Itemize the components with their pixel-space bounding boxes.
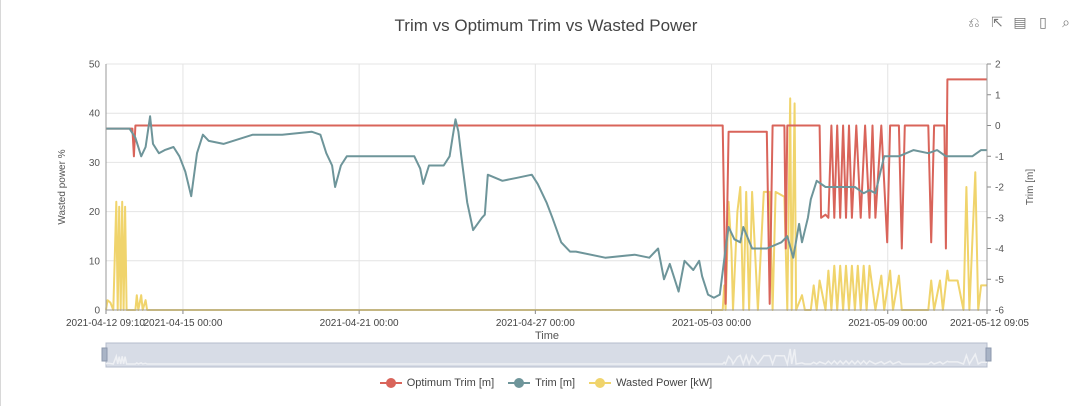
y-left-tick-label: 50 — [89, 60, 101, 71]
y-left-tick-label: 30 — [89, 158, 101, 169]
y-left-tick-label: 20 — [89, 207, 101, 218]
chart-title: Trim vs Optimum Trim vs Wasted Power — [394, 16, 698, 35]
x-tick-label: 2021-05-03 00:00 — [672, 318, 751, 329]
y-right-tick-label: -3 — [995, 213, 1004, 224]
x-tick-label: 2021-04-15 00:00 — [143, 318, 222, 329]
y-right-tick-label: -4 — [995, 244, 1004, 255]
x-axis-label: Time — [535, 330, 559, 342]
zoom-handle-left[interactable] — [101, 347, 108, 362]
series-line-trim-m — [106, 115, 987, 299]
y-right-tick-label: 1 — [995, 90, 1001, 101]
y-right-tick-label: -5 — [995, 275, 1004, 286]
legend-label: Trim [m] — [535, 377, 576, 389]
legend-swatch — [589, 377, 612, 389]
save-image-icon[interactable]: ⇱ — [991, 14, 1003, 30]
export-icon[interactable]: ▯ — [1039, 14, 1047, 30]
zoom-icon[interactable]: ⌕ — [1062, 14, 1070, 30]
y-left-tick-label: 40 — [89, 109, 101, 120]
y-axis-left-label: Wasted power % — [57, 149, 68, 224]
y-right-tick-label: 0 — [995, 121, 1001, 132]
x-tick-label: 2021-04-27 00:00 — [496, 318, 575, 329]
y-right-tick-label: -2 — [995, 183, 1004, 194]
y-right-tick-label: -1 — [995, 152, 1004, 163]
zoom-preview-line — [105, 348, 987, 367]
chart-legend: Optimum Trim [m] Trim [m] Wasted Power [kW… — [0, 377, 1092, 389]
restore-icon[interactable]: ⎌ — [968, 14, 980, 30]
zoom-handle-right[interactable] — [985, 347, 992, 362]
legend-swatch — [508, 377, 531, 389]
series-group — [105, 78, 987, 311]
data-view-icon[interactable]: ▤ — [1013, 14, 1027, 30]
y-axis-right-label: Trim [m] — [1025, 169, 1036, 206]
x-tick-label: 2021-04-21 00:00 — [320, 318, 399, 329]
legend-item[interactable]: Wasted Power [kW] — [589, 377, 712, 389]
x-tick-label: 2021-05-09 00:00 — [848, 318, 927, 329]
x-tick-label: 2021-04-12 09:10 — [66, 318, 145, 329]
y-left-tick-label: 0 — [94, 306, 100, 317]
zoom-track[interactable] — [105, 342, 988, 368]
legend-swatch — [379, 377, 402, 389]
axes-group: 0 10 20 30 40 50 -6 -5 -4 -3 -2 -1 0 1 2 2021-04-12 09:… — [66, 60, 1029, 330]
legend-item[interactable]: Trim [m] — [508, 377, 575, 389]
x-tick-label: 2021-05-12 09:05 — [950, 318, 1029, 329]
legend-item[interactable]: Optimum Trim [m] — [379, 377, 495, 389]
y-right-tick-label: 2 — [995, 60, 1001, 71]
zoom-slider[interactable] — [101, 342, 992, 368]
y-left-tick-label: 10 — [89, 256, 101, 267]
series-line-optimum-trim-m — [106, 78, 987, 305]
chart-toolbox: ⎌ ⇱ ▤ ▯ ⌕ — [966, 14, 1074, 30]
y-right-tick-label: -6 — [995, 306, 1004, 317]
legend-label: Wasted Power [kW] — [616, 377, 713, 389]
legend-label: Optimum Trim [m] — [406, 377, 495, 389]
